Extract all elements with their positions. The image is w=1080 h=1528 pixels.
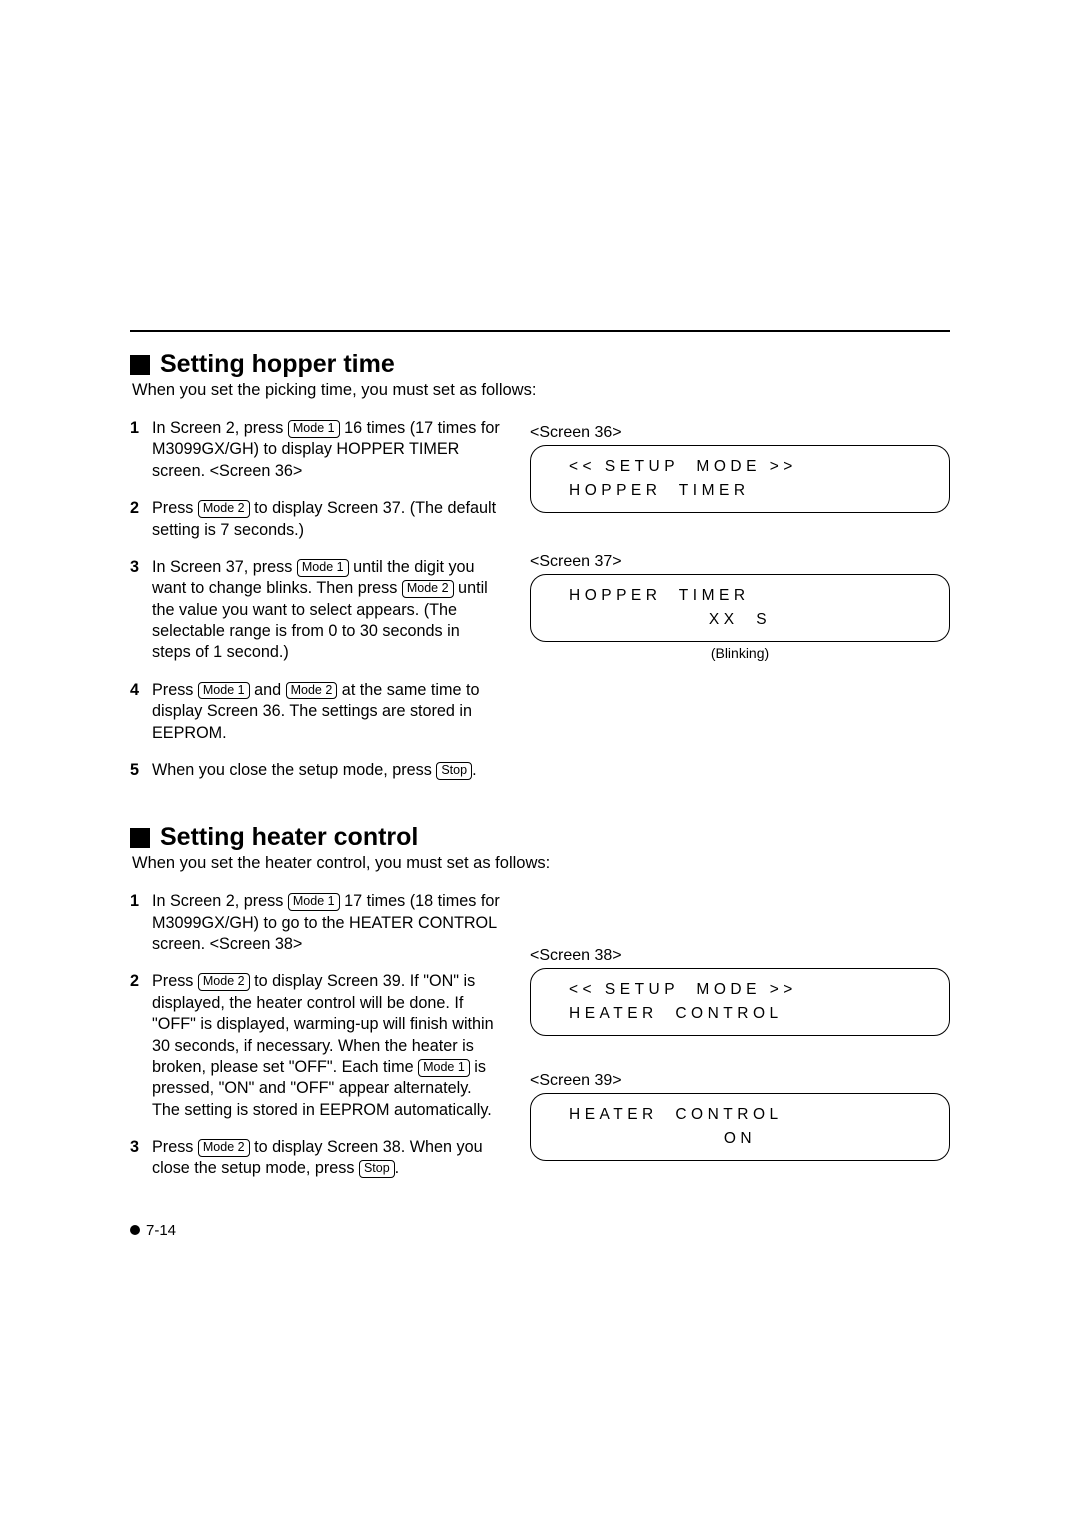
mode1-button-label: Mode 1 (288, 420, 340, 438)
top-rule (130, 330, 950, 332)
lcd-line: XX S (539, 611, 941, 629)
step-text: . (472, 761, 477, 779)
page-number-text: 7-14 (146, 1222, 176, 1239)
screen-label: <Screen 37> (530, 553, 950, 571)
step-1: In Screen 2, press Mode 1 16 times (17 t… (130, 418, 500, 482)
lcd-line: << SETUP MODE >> (539, 981, 941, 999)
step-text: Press (152, 1138, 198, 1156)
square-bullet-icon (130, 355, 150, 375)
mode2-button-label: Mode 2 (198, 973, 250, 991)
heading-text: Setting heater control (160, 823, 418, 852)
columns: In Screen 2, press Mode 1 17 times (18 t… (130, 891, 950, 1196)
screens-column: <Screen 36> << SETUP MODE >> HOPPER TIME… (530, 418, 950, 797)
step-text: . (395, 1159, 400, 1177)
step-5: When you close the setup mode, press Sto… (130, 760, 500, 781)
page-number: 7-14 (130, 1222, 950, 1239)
mode1-button-label: Mode 1 (297, 559, 349, 577)
mode1-button-label: Mode 1 (288, 893, 340, 911)
step-4: Press Mode 1 and Mode 2 at the same time… (130, 680, 500, 744)
lcd-line: HOPPER TIMER (539, 587, 941, 605)
lcd-line: << SETUP MODE >> (539, 458, 941, 476)
lcd-display: HEATER CONTROL ON (530, 1093, 950, 1161)
lcd-line: ON (539, 1130, 941, 1148)
mode2-button-label: Mode 2 (286, 682, 338, 700)
mode2-button-label: Mode 2 (402, 580, 454, 598)
section-heater-control: Setting heater control When you set the … (130, 823, 950, 1196)
screens-column: <Screen 38> << SETUP MODE >> HEATER CONT… (530, 891, 950, 1196)
step-text: In Screen 2, press (152, 419, 288, 437)
columns: In Screen 2, press Mode 1 16 times (17 t… (130, 418, 950, 797)
screen-36: <Screen 36> << SETUP MODE >> HOPPER TIME… (530, 424, 950, 513)
lcd-display: << SETUP MODE >> HEATER CONTROL (530, 968, 950, 1036)
lcd-line: HEATER CONTROL (539, 1106, 941, 1124)
dot-icon (130, 1225, 140, 1235)
steps-column: In Screen 2, press Mode 1 17 times (18 t… (130, 891, 500, 1196)
steps-list: In Screen 2, press Mode 1 16 times (17 t… (130, 418, 500, 781)
steps-column: In Screen 2, press Mode 1 16 times (17 t… (130, 418, 500, 797)
steps-list: In Screen 2, press Mode 1 17 times (18 t… (130, 891, 500, 1180)
intro-text: When you set the picking time, you must … (132, 381, 950, 400)
step-text: Press (152, 972, 198, 990)
heading-text: Setting hopper time (160, 350, 395, 379)
step-2: Press Mode 2 to display Screen 37. (The … (130, 498, 500, 541)
stop-button-label: Stop (359, 1160, 395, 1178)
lcd-line: HOPPER TIMER (539, 482, 941, 500)
step-2: Press Mode 2 to display Screen 39. If "O… (130, 971, 500, 1121)
step-text: In Screen 2, press (152, 892, 288, 910)
screen-label: <Screen 38> (530, 947, 950, 965)
page: Setting hopper time When you set the pic… (0, 0, 1080, 1299)
lcd-display: << SETUP MODE >> HOPPER TIMER (530, 445, 950, 513)
step-text: In Screen 37, press (152, 558, 297, 576)
stop-button-label: Stop (436, 762, 472, 780)
screen-37: <Screen 37> HOPPER TIMER XX S (Blinking) (530, 553, 950, 661)
step-text: Press (152, 499, 198, 517)
step-1: In Screen 2, press Mode 1 17 times (18 t… (130, 891, 500, 955)
intro-text: When you set the heater control, you mus… (132, 854, 950, 873)
step-text: When you close the setup mode, press (152, 761, 436, 779)
screen-label: <Screen 39> (530, 1072, 950, 1090)
mode1-button-label: Mode 1 (198, 682, 250, 700)
step-3: In Screen 37, press Mode 1 until the dig… (130, 557, 500, 664)
mode2-button-label: Mode 2 (198, 1139, 250, 1157)
blinking-note: (Blinking) (530, 645, 950, 661)
lcd-display: HOPPER TIMER XX S (530, 574, 950, 642)
screen-38: <Screen 38> << SETUP MODE >> HEATER CONT… (530, 947, 950, 1036)
square-bullet-icon (130, 828, 150, 848)
step-text: Press (152, 681, 198, 699)
screen-39: <Screen 39> HEATER CONTROL ON (530, 1072, 950, 1161)
lcd-line: HEATER CONTROL (539, 1005, 941, 1023)
mode2-button-label: Mode 2 (198, 500, 250, 518)
screen-label: <Screen 36> (530, 424, 950, 442)
heading-heater: Setting heater control (130, 823, 950, 852)
mode1-button-label: Mode 1 (418, 1059, 470, 1077)
step-3: Press Mode 2 to display Screen 38. When … (130, 1137, 500, 1180)
step-text: and (250, 681, 286, 699)
section-hopper-time: Setting hopper time When you set the pic… (130, 350, 950, 797)
heading-hopper: Setting hopper time (130, 350, 950, 379)
